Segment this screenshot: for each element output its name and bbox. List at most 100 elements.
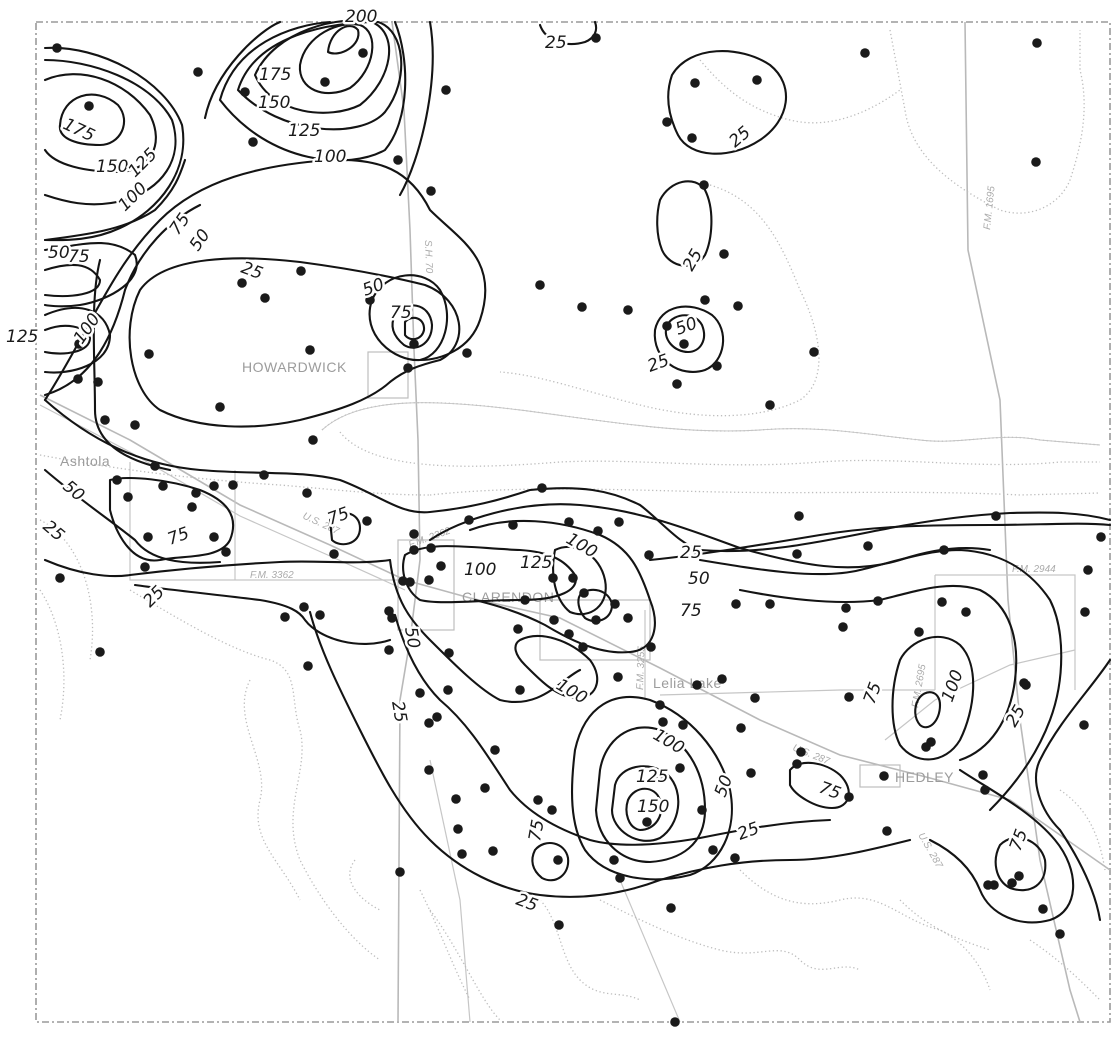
well-point [642,817,652,827]
well-point [844,792,854,802]
contour-label-50: 50 [48,243,70,263]
well-point [424,575,434,585]
contour-label-125: 125 [520,553,552,573]
well-point [838,622,848,632]
well-point [426,543,436,553]
well-point [52,43,62,53]
well-point [453,824,463,834]
well-point [655,700,665,710]
well-point [731,599,741,609]
well-point [228,480,238,490]
contour-125-west-low [43,324,92,355]
contour-50-howardwick [368,274,449,362]
contour-label-25: 25 [679,246,707,275]
well-point [74,339,84,349]
town-ashtola: Ashtola [60,453,110,469]
well-point [358,48,368,58]
contour-75-east-south [994,836,1047,892]
contour-label-75: 75 [68,247,90,267]
road-label-us287-east: U.S. 287 [915,831,944,871]
contour-25-south-band [308,610,912,898]
well-point [415,688,425,698]
contour-25-east-south [928,768,1075,924]
contour-25-clarendon [388,558,582,703]
towns: HOWARDWICK Ashtola CLARENDON Lelia Lake … [60,351,954,788]
well-point [1007,878,1017,888]
well-point [809,347,819,357]
well-point [841,603,851,613]
contour-label-75: 75 [166,210,195,239]
well-point [395,867,405,877]
well-point [765,599,775,609]
well-point [564,517,574,527]
well-point [237,278,247,288]
contour-125-west [43,58,177,206]
well-point [515,685,525,695]
contour-125-middle [610,765,680,842]
well-point [690,78,700,88]
contour-label-25: 25 [645,351,672,377]
contour-25-west-mid [43,558,392,578]
well-point [100,415,110,425]
contour-label-125: 125 [288,121,320,141]
well-point [937,597,947,607]
well-point [882,826,892,836]
contour-label-50: 50 [186,226,215,255]
well-point [699,180,709,190]
road-label-fm1695: F.M. 1695 [982,185,998,230]
well-point [752,75,762,85]
well-point [55,573,65,583]
contour-label-75: 75 [816,778,843,804]
contour-label-75: 75 [390,303,412,323]
contour-100-west [43,46,185,242]
well-point [260,293,270,303]
well-point [384,606,394,616]
contour-25-mid-right [656,180,713,267]
well-point [215,402,225,412]
road-fm2944 [935,574,1076,690]
well-point [409,545,419,555]
town-lelia-lake: Lelia Lake [653,675,722,691]
contour-label-125: 125 [124,144,161,181]
contour-25-east-edge [1035,658,1111,922]
well-point [305,345,315,355]
well-point [444,648,454,658]
road-label-fm3255: F.M. 3255 [635,646,648,691]
well-point [424,765,434,775]
road-label-fm2695: F.M. 2695 [910,663,929,708]
well-point [191,488,201,498]
well-point [670,1017,680,1027]
well-point [591,615,601,625]
well-point [398,576,408,586]
contour-75-band [43,398,1111,553]
contour-label-75: 75 [860,680,886,707]
contour-50-north [43,158,487,402]
well-point [520,595,530,605]
map-frame [35,21,1111,1023]
contour-75-middle [570,696,733,881]
contour-label-75: 75 [165,524,192,550]
well-point [490,745,500,755]
well-point [140,562,150,572]
well-point [143,532,153,542]
well-point [259,470,269,480]
contour-175-north [298,23,374,95]
well-point [405,577,415,587]
well-point [95,647,105,657]
contour-label-50: 50 [711,773,737,800]
contour-25-east-band [648,522,1111,562]
well-point [1080,607,1090,617]
well-point [1083,565,1093,575]
well-point [591,33,601,43]
road-label-fm2944: F.M. 2944 [1012,564,1056,575]
well-point [794,511,804,521]
contour-25-mid-right-2 [653,305,725,373]
well-point [609,855,619,865]
well-point [424,718,434,728]
contour-100-clarendon [402,545,577,604]
contour-label-175: 175 [259,65,291,85]
well-point [362,516,372,526]
contour-25-howardwick [128,257,461,428]
well-point [568,573,578,583]
contour-label-50: 50 [400,625,423,650]
